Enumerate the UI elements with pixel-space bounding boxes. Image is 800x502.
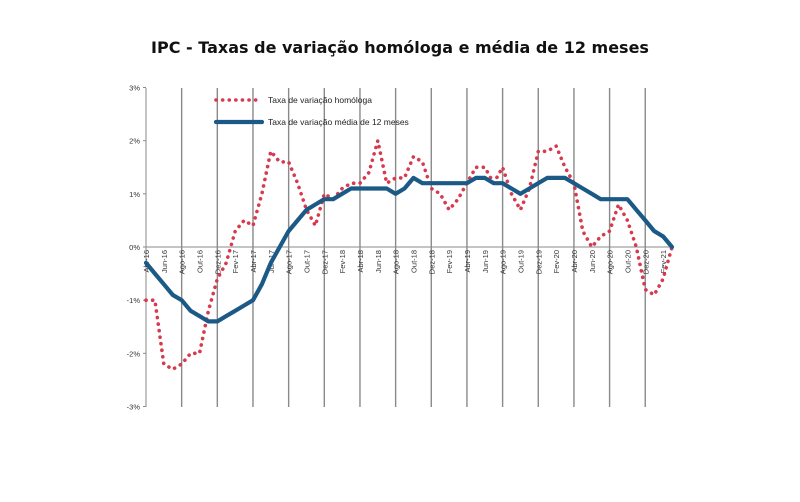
x-tick-label: Dez-17	[320, 250, 329, 274]
axes	[143, 87, 672, 407]
y-tick-label: 0%	[129, 243, 140, 252]
series-line-1	[144, 138, 674, 372]
x-tick-label: Out-17	[302, 250, 311, 273]
x-tick-label: Abr-20	[570, 250, 579, 273]
legend-label: Taxa de variação média de 12 meses	[268, 117, 409, 127]
y-tick-labels: 3% 2% 1% 0% -1% -2% -3%	[127, 84, 141, 412]
y-tick-label: 1%	[129, 190, 140, 199]
series-line-2	[143, 175, 675, 324]
x-tick-label: Ago-16	[178, 250, 187, 274]
x-tick-label: Fev-20	[552, 250, 561, 273]
x-tick-label: Fev-21	[659, 250, 668, 273]
y-tick-label: 2%	[129, 137, 140, 146]
y-tick-label: -3%	[127, 403, 141, 412]
x-tick-label: Out-16	[195, 250, 204, 273]
x-tick-label: Dez-20	[641, 250, 650, 274]
series-lines	[143, 138, 675, 372]
x-tick-label: Ago-18	[392, 250, 401, 274]
x-tick-label: Ago-20	[606, 250, 615, 274]
x-tick-label: Dez-18	[427, 250, 436, 274]
x-tick-label: Ago-19	[499, 250, 508, 274]
x-tick-label: Ago-17	[285, 250, 294, 274]
y-tick-label: -1%	[127, 296, 141, 305]
x-tick-label: Out-18	[409, 250, 418, 273]
x-tick-label: Abr-19	[463, 250, 472, 273]
x-tick-label: Out-20	[623, 250, 632, 273]
legend: Taxa de variação homóloga Taxa de variaçã…	[213, 95, 409, 127]
x-tick-label: Jun-20	[588, 250, 597, 273]
x-tick-label: Dez-19	[534, 250, 543, 274]
y-tick-label: -2%	[127, 349, 141, 358]
x-tick-label: Jun-18	[374, 250, 383, 273]
x-tick-label: Abr-17	[249, 250, 258, 273]
x-tick-label: Fev-18	[338, 250, 347, 273]
x-tick-labels: Abr-16 Jun-16 Ago-16 Out-16 Dez-16 Fev-17 Abr-…	[142, 250, 668, 274]
x-tick-label: Abr-18	[356, 250, 365, 273]
x-tick-label: Jun-16	[160, 250, 169, 273]
x-tick-label: Out-19	[516, 250, 525, 273]
legend-label: Taxa de variação homóloga	[268, 95, 372, 105]
x-tick-label: Jun-19	[481, 250, 490, 273]
x-tick-label: Fev-19	[445, 250, 454, 273]
y-tick-label: 3%	[129, 84, 140, 93]
x-tick-label: Fev-17	[231, 250, 240, 273]
x-tick-label: Dez-16	[213, 250, 222, 274]
chart-title: IPC - Taxas de variação homóloga e média…	[151, 38, 649, 57]
